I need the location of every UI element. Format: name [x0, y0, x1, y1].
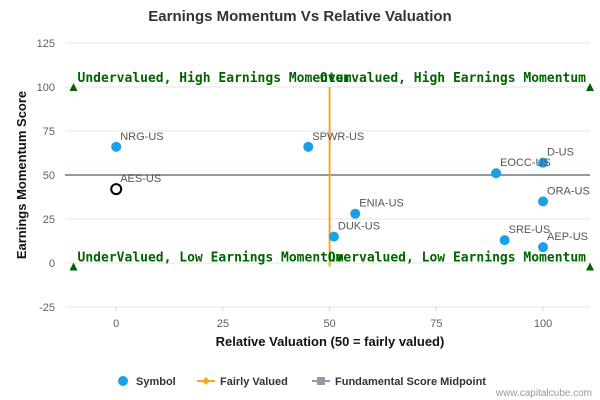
- legend-fairly-valued-label: Fairly Valued: [220, 376, 288, 388]
- quadrant-marker: [69, 262, 78, 271]
- quadrant-marker: [586, 262, 594, 271]
- x-tick-label: 75: [430, 318, 442, 330]
- legend-symbol-marker: [118, 376, 128, 386]
- x-tick-label: 100: [534, 318, 552, 330]
- legend-midpoint-label: Fundamental Score Midpoint: [335, 376, 486, 388]
- data-point-label: SPWR-US: [312, 131, 364, 143]
- y-tick-labels: 125 100 75 50 25 0 -25: [37, 38, 55, 314]
- highlighted-data-point-label: AES-US: [120, 173, 161, 185]
- x-tick-labels: 0 25 50 75 100: [113, 307, 552, 330]
- data-point-label: AEP-US: [547, 231, 588, 243]
- data-point-label: SRE-US: [509, 224, 551, 236]
- x-tick-label: 50: [324, 318, 336, 330]
- legend-midpoint-marker: [317, 377, 325, 385]
- y-tick-label: 125: [37, 38, 55, 50]
- data-point-label: EOCC-US: [500, 157, 551, 169]
- quadrant-label: Undervalued, High Earnings Momentum: [78, 71, 352, 86]
- credit-text: www.capitalcube.com: [495, 388, 592, 399]
- quadrant-annotations: Undervalued, High Earnings MomentumOverv…: [69, 71, 594, 271]
- legend-symbol-label: Symbol: [136, 376, 176, 388]
- data-point: [499, 235, 510, 246]
- highlighted-data-point: [110, 183, 123, 196]
- data-point: [303, 141, 314, 152]
- data-point: [491, 168, 502, 179]
- quadrant-label: Overvalued, Low Earnings Momentum: [328, 251, 586, 266]
- data-point-label: NRG-US: [120, 131, 163, 143]
- legend: Symbol Fairly Valued Fundamental Score Mid…: [118, 376, 486, 388]
- y-tick-label: 75: [43, 126, 55, 138]
- quadrant-label: UnderValued, Low Earnings Momentum: [78, 251, 344, 266]
- data-point-label: DUK-US: [338, 221, 380, 233]
- quadrant-marker: [69, 83, 78, 91]
- y-tick-label: 25: [43, 214, 55, 226]
- data-point-label: ENIA-US: [359, 198, 404, 210]
- chart-title: Earnings Momentum Vs Relative Valuation: [148, 8, 451, 25]
- y-tick-label: 0: [49, 258, 55, 270]
- x-axis-label: Relative Valuation (50 = fairly valued): [216, 334, 445, 349]
- data-point: [538, 242, 549, 253]
- legend-fairly-valued-marker: [202, 377, 210, 385]
- y-tick-label: 50: [43, 170, 55, 182]
- data-point: [111, 141, 122, 152]
- data-point-label: ORA-US: [547, 185, 590, 197]
- quadrant-marker: [586, 83, 594, 91]
- data-point: [538, 157, 549, 168]
- data-point-label: D-US: [547, 147, 574, 159]
- y-tick-label: -25: [39, 302, 55, 314]
- data-point: [350, 208, 361, 219]
- data-point: [328, 231, 339, 242]
- quadrant-label: Overvalued, High Earnings Momentum: [320, 71, 586, 86]
- y-tick-label: 100: [37, 82, 55, 94]
- y-axis-label: Earnings Momentum Score: [14, 91, 29, 259]
- x-tick-label: 0: [113, 318, 119, 330]
- x-tick-label: 25: [217, 318, 229, 330]
- data-point: [538, 196, 549, 207]
